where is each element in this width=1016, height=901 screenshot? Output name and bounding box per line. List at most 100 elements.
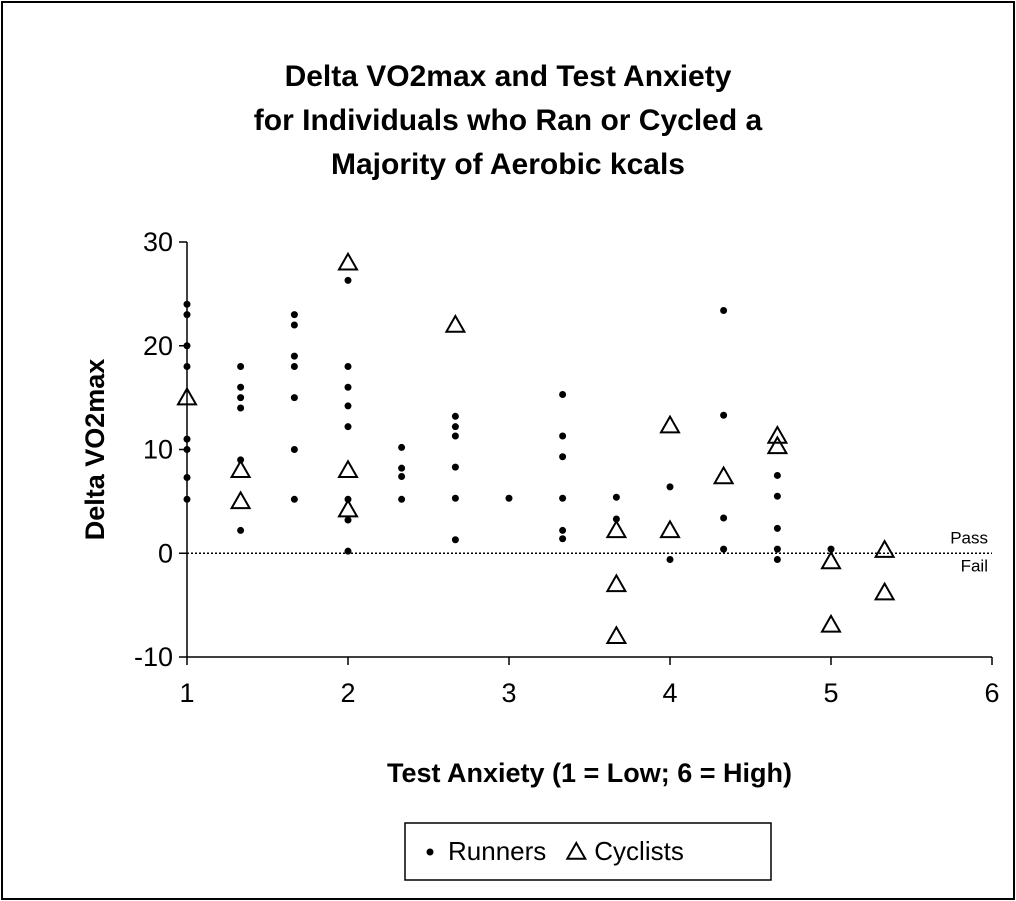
legend-label: Runners xyxy=(448,836,546,866)
dot-marker xyxy=(559,391,567,399)
dot-marker xyxy=(451,432,459,440)
dot-marker xyxy=(451,423,459,431)
dot-marker xyxy=(344,516,352,524)
dot-marker xyxy=(827,545,835,553)
triangle-marker xyxy=(820,550,842,570)
triangle-marker xyxy=(659,519,681,539)
dot-marker xyxy=(505,494,513,502)
y-tick-label: 20 xyxy=(143,331,173,361)
y-tick-label: 0 xyxy=(158,538,173,568)
dot-marker xyxy=(720,306,728,314)
dot-marker xyxy=(290,352,298,360)
dot-marker xyxy=(773,524,781,532)
dot-marker xyxy=(183,311,191,319)
fail-label: Fail xyxy=(961,557,988,576)
dot-marker xyxy=(451,463,459,471)
dot-marker xyxy=(290,495,298,503)
dot-marker xyxy=(398,464,406,472)
triangle-marker xyxy=(229,490,252,510)
dot-marker xyxy=(398,443,406,451)
dot-marker xyxy=(559,494,567,502)
triangle-marker xyxy=(337,251,359,271)
triangle-marker xyxy=(176,386,198,406)
dot-marker xyxy=(559,432,567,440)
triangle-marker xyxy=(337,498,359,518)
dot-marker xyxy=(183,342,191,350)
dot-marker xyxy=(666,483,674,491)
triangle-marker xyxy=(873,581,896,601)
dot-marker xyxy=(612,493,620,501)
x-tick-label: 2 xyxy=(340,678,355,708)
dot-marker xyxy=(559,526,567,534)
y-axis-label: Delta VO2max xyxy=(80,359,110,541)
triangle-marker xyxy=(337,459,359,478)
triangle-marker xyxy=(605,573,628,593)
dot-marker xyxy=(344,547,352,555)
x-tick-label: 4 xyxy=(662,678,677,708)
dot-marker xyxy=(183,446,191,453)
dot-marker xyxy=(183,300,191,308)
dot-marker xyxy=(720,514,728,522)
chart-title: Delta VO2max and Test Anxiety xyxy=(285,60,732,93)
dot-marker xyxy=(451,494,459,502)
dot-marker xyxy=(237,363,245,370)
dot-marker xyxy=(344,276,352,284)
dot-marker xyxy=(344,423,352,431)
dot-marker xyxy=(451,412,459,420)
x-axis-label: Test Anxiety (1 = Low; 6 = High) xyxy=(387,758,792,788)
dot-marker xyxy=(183,495,191,503)
dot-marker xyxy=(344,402,352,410)
triangle-marker xyxy=(605,519,628,539)
dot-marker xyxy=(344,363,352,370)
dot-marker xyxy=(559,453,567,461)
dot-marker xyxy=(237,404,245,412)
triangle-marker xyxy=(873,539,896,558)
triangle-marker xyxy=(229,459,252,478)
y-tick-label: 30 xyxy=(143,227,173,257)
triangle-marker xyxy=(444,313,467,333)
dot-marker xyxy=(666,555,674,563)
pass-label: Pass xyxy=(950,529,988,548)
triangle-marker xyxy=(565,840,588,860)
dot-marker xyxy=(720,411,728,419)
dot-marker xyxy=(290,363,298,370)
chart-title: for Individuals who Ran or Cycled a xyxy=(254,104,763,137)
dot-marker xyxy=(612,515,620,523)
triangle-marker xyxy=(766,424,789,444)
dot-marker xyxy=(290,446,298,453)
dot-marker xyxy=(183,363,191,370)
dot-marker xyxy=(451,536,459,544)
dot-marker xyxy=(426,848,434,856)
dot-marker xyxy=(183,435,191,443)
triangle-marker xyxy=(605,625,628,644)
dot-marker xyxy=(398,495,406,503)
chart-title: Majority of Aerobic kcals xyxy=(331,148,685,181)
y-tick-label: 10 xyxy=(143,435,173,465)
dot-marker xyxy=(237,383,245,391)
dot-marker xyxy=(237,526,245,534)
dot-marker xyxy=(237,394,245,402)
dot-marker xyxy=(290,394,298,402)
legend-box xyxy=(404,822,772,881)
dot-marker xyxy=(773,545,781,553)
triangle-marker xyxy=(820,613,842,633)
dot-marker xyxy=(398,472,406,480)
x-tick-label: 5 xyxy=(823,678,838,708)
dot-marker xyxy=(559,535,567,543)
y-tick-label: -10 xyxy=(134,642,173,672)
dot-marker xyxy=(344,383,352,391)
dot-marker xyxy=(183,474,191,482)
x-tick-label: 6 xyxy=(984,678,999,708)
triangle-marker xyxy=(712,465,735,485)
dot-marker xyxy=(290,311,298,319)
dot-marker xyxy=(720,545,728,553)
triangle-marker xyxy=(659,414,681,434)
triangle-marker xyxy=(766,435,789,455)
x-tick-label: 3 xyxy=(501,678,516,708)
dot-marker xyxy=(773,471,781,479)
dot-marker xyxy=(773,492,781,500)
legend-label: Cyclists xyxy=(594,836,684,866)
dot-marker xyxy=(290,321,298,329)
